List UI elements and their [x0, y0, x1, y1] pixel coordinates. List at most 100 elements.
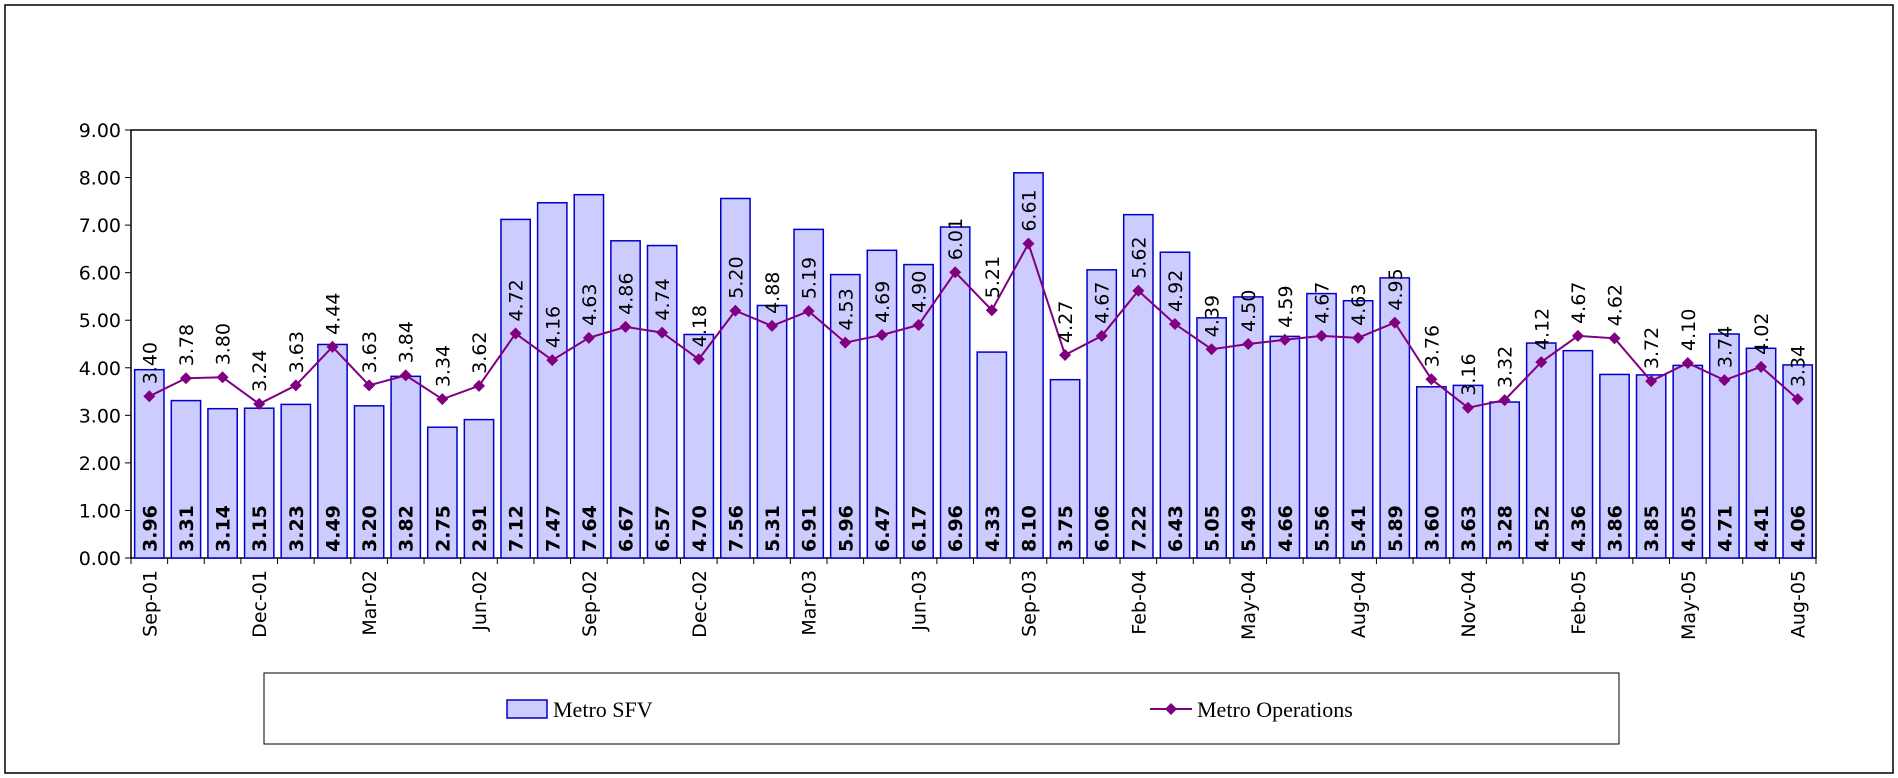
- bar-label: 7.47: [542, 505, 564, 552]
- bar-label: 6.47: [872, 505, 894, 552]
- bar-label: 2.75: [432, 505, 454, 552]
- bar-label: 5.56: [1311, 505, 1333, 552]
- bar-label: 4.05: [1678, 505, 1700, 552]
- bar: [1635, 374, 1667, 559]
- bar: [610, 240, 641, 559]
- y-tick-label: 2.00: [79, 453, 121, 475]
- line-label: 3.32: [1495, 346, 1517, 388]
- marker: [1791, 393, 1804, 406]
- bar-label: 6.06: [1092, 505, 1114, 552]
- bar: [720, 197, 751, 559]
- bar-label: 6.67: [616, 505, 638, 552]
- bar-label: 2.91: [469, 505, 491, 552]
- marker: [1352, 331, 1365, 344]
- x-tick-label: Aug-04: [1348, 570, 1370, 638]
- bar: [756, 304, 788, 559]
- marker: [472, 379, 485, 392]
- x-tick-label: Mar-02: [359, 570, 381, 636]
- bar: [866, 249, 898, 559]
- y-tick-label: 1.00: [79, 500, 121, 522]
- line-label: 3.34: [1788, 345, 1810, 387]
- bar: [1709, 333, 1740, 559]
- y-tick-label: 6.00: [79, 263, 121, 285]
- y-tick-label: 9.00: [79, 120, 121, 142]
- line-label: 6.61: [1018, 189, 1040, 231]
- bar-label: 4.52: [1531, 505, 1553, 552]
- legend-label: Metro SFV: [553, 697, 653, 722]
- marker: [582, 331, 595, 344]
- marker: [766, 319, 779, 332]
- line-label: 4.39: [1202, 295, 1224, 337]
- x-tick-label: Sep-02: [579, 570, 601, 637]
- bar: [1159, 251, 1191, 559]
- bar: [683, 333, 715, 559]
- line-label: 4.90: [909, 271, 931, 313]
- line-label: 4.63: [1348, 284, 1370, 326]
- line-label: 3.24: [249, 350, 271, 392]
- marker: [436, 393, 449, 406]
- marker: [253, 397, 266, 410]
- marker: [1022, 237, 1035, 250]
- bar-label: 3.23: [286, 505, 308, 552]
- marker: [216, 371, 229, 384]
- line-label: 4.69: [872, 281, 894, 323]
- marker: [1535, 356, 1548, 369]
- marker: [1755, 360, 1768, 373]
- x-tick-label: May-04: [1238, 570, 1260, 640]
- bar: [829, 273, 861, 559]
- bar-label: 6.43: [1165, 505, 1187, 552]
- line: [148, 241, 1799, 409]
- line-label: 5.62: [1128, 236, 1150, 278]
- x-tick-label: Feb-04: [1128, 570, 1150, 635]
- bar-label: 4.70: [689, 505, 711, 552]
- marker: [692, 353, 705, 366]
- line-label: 4.18: [689, 305, 711, 347]
- x-tick-label: Feb-05: [1568, 570, 1590, 635]
- line-label: 4.12: [1531, 308, 1553, 350]
- marker: [143, 390, 156, 403]
- legend: [263, 672, 1620, 745]
- x-tick-label: Sep-03: [1018, 570, 1040, 637]
- bar-label: 5.31: [762, 505, 784, 552]
- line-label: 4.67: [1092, 282, 1114, 324]
- bar-label: 7.56: [725, 505, 747, 552]
- marker: [619, 320, 632, 333]
- bar-label: 5.41: [1348, 505, 1370, 552]
- line-label: 4.53: [835, 288, 857, 330]
- bar: [573, 193, 605, 559]
- bar: [1672, 364, 1704, 559]
- bar-label: 3.63: [1458, 505, 1480, 552]
- line-label: 3.40: [139, 342, 161, 384]
- bar-label: 4.33: [982, 505, 1004, 552]
- legend-label: Metro Operations: [1197, 697, 1353, 722]
- bar-label: 6.17: [909, 505, 931, 552]
- bar-label: 3.82: [396, 505, 418, 552]
- bar: [536, 202, 568, 559]
- line-label: 4.44: [322, 293, 344, 335]
- line-label: 3.16: [1458, 353, 1480, 395]
- marker: [1315, 329, 1328, 342]
- line-label: 3.84: [396, 321, 418, 363]
- x-tick-label: Sep-01: [139, 570, 161, 637]
- line-label: 4.10: [1678, 309, 1700, 351]
- bar: [207, 407, 238, 559]
- marker: [1462, 401, 1475, 414]
- marker: [839, 336, 852, 349]
- line-label: 4.59: [1275, 285, 1297, 327]
- y-tick-label: 0.00: [79, 548, 121, 570]
- bar-label: 5.89: [1385, 505, 1407, 552]
- line-label: 5.19: [799, 257, 821, 299]
- bar: [976, 351, 1008, 559]
- line-label: 4.67: [1568, 282, 1590, 324]
- line-label: 3.63: [359, 331, 381, 373]
- bar-label: 5.05: [1202, 505, 1224, 552]
- bar-label: 6.57: [652, 505, 674, 552]
- x-tick-label: Dec-02: [689, 570, 711, 638]
- bar-label: 3.15: [249, 505, 271, 552]
- line-label: 3.76: [1421, 325, 1443, 367]
- bar: [426, 426, 458, 559]
- x-tick-label: Mar-03: [799, 570, 821, 636]
- bar-label: 3.28: [1495, 505, 1517, 552]
- line-label: 3.62: [469, 332, 491, 374]
